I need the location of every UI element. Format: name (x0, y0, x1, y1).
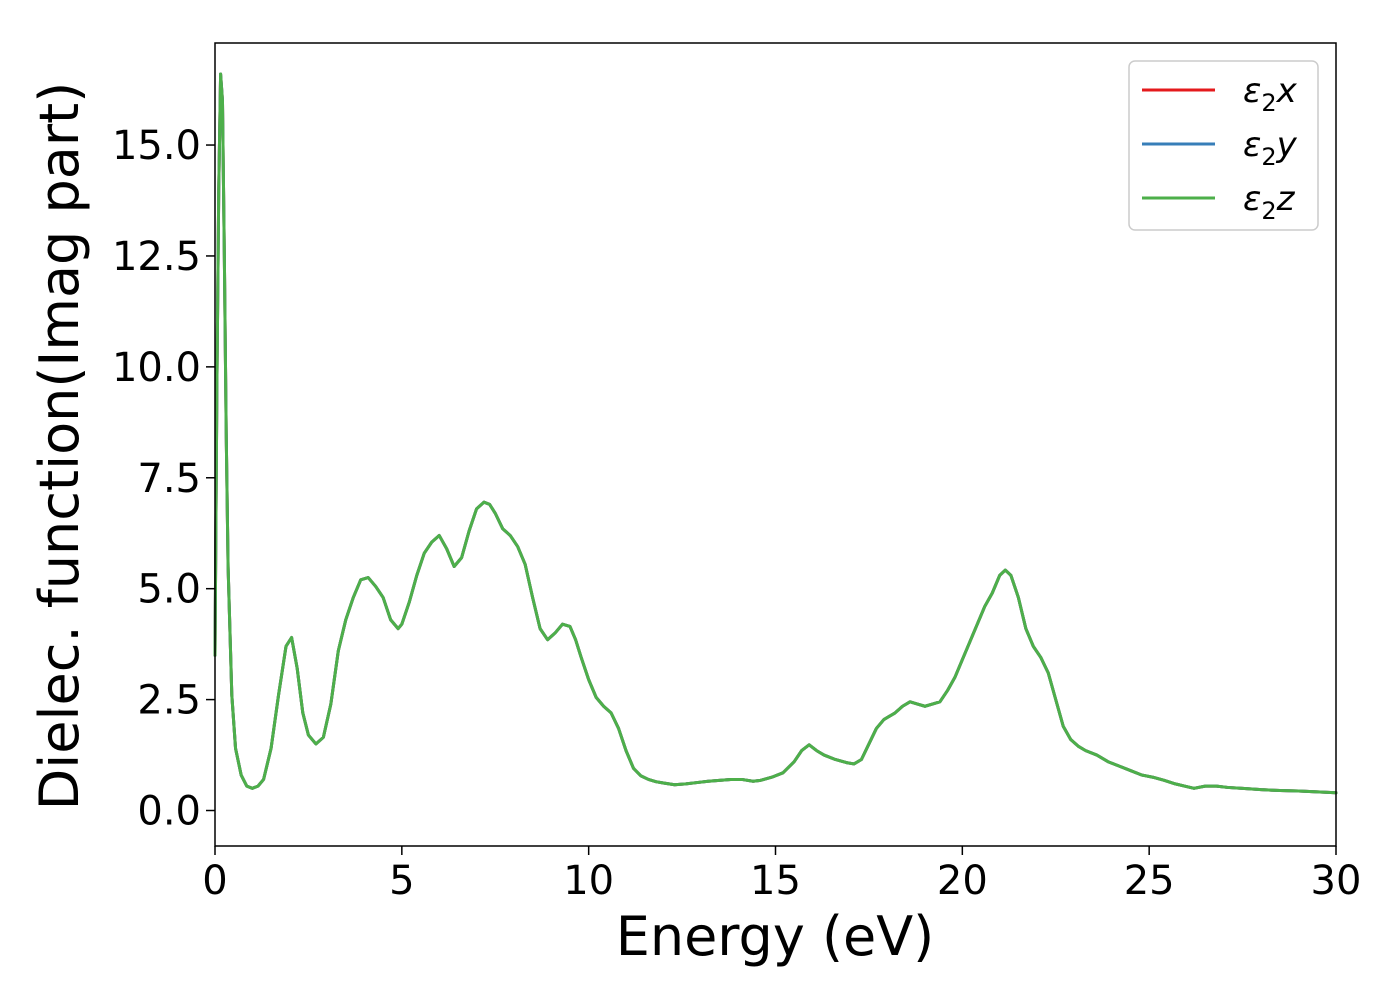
y-tick-label: 0.0 (137, 789, 201, 835)
legend-label: ε2y (1243, 125, 1298, 171)
y-tick-label: 7.5 (137, 456, 201, 502)
series-layer (213, 72, 1338, 795)
y-axis-title: Dielec. function(Imag part) (28, 82, 91, 811)
y-tick-label: 5.0 (137, 567, 201, 613)
x-axis-title: Energy (eV) (616, 905, 935, 968)
y-tick-label: 15.0 (112, 123, 201, 169)
legend-box (1128, 60, 1319, 231)
x-tick-label: 15 (750, 858, 801, 904)
legend: ε2x ε2y ε2z (1128, 60, 1319, 231)
y-tick-label: 2.5 (137, 678, 201, 724)
y-axis-ticks: 0.0 2.5 5.0 7.5 10.0 12.5 15.0 (112, 123, 215, 835)
x-tick-label: 25 (1124, 858, 1175, 904)
x-tick-label: 0 (202, 858, 227, 904)
x-tick-label: 30 (1311, 858, 1362, 904)
y-tick-label: 10.0 (112, 345, 201, 391)
x-tick-label: 20 (937, 858, 988, 904)
x-tick-label: 5 (389, 858, 414, 904)
x-tick-label: 10 (563, 858, 614, 904)
legend-label: ε2x (1243, 71, 1298, 117)
series-line-2 (213, 72, 1338, 795)
y-tick-label: 12.5 (112, 234, 201, 280)
legend-label: ε2z (1243, 179, 1296, 225)
x-axis-ticks: 0 5 10 15 20 25 30 (202, 846, 1361, 904)
